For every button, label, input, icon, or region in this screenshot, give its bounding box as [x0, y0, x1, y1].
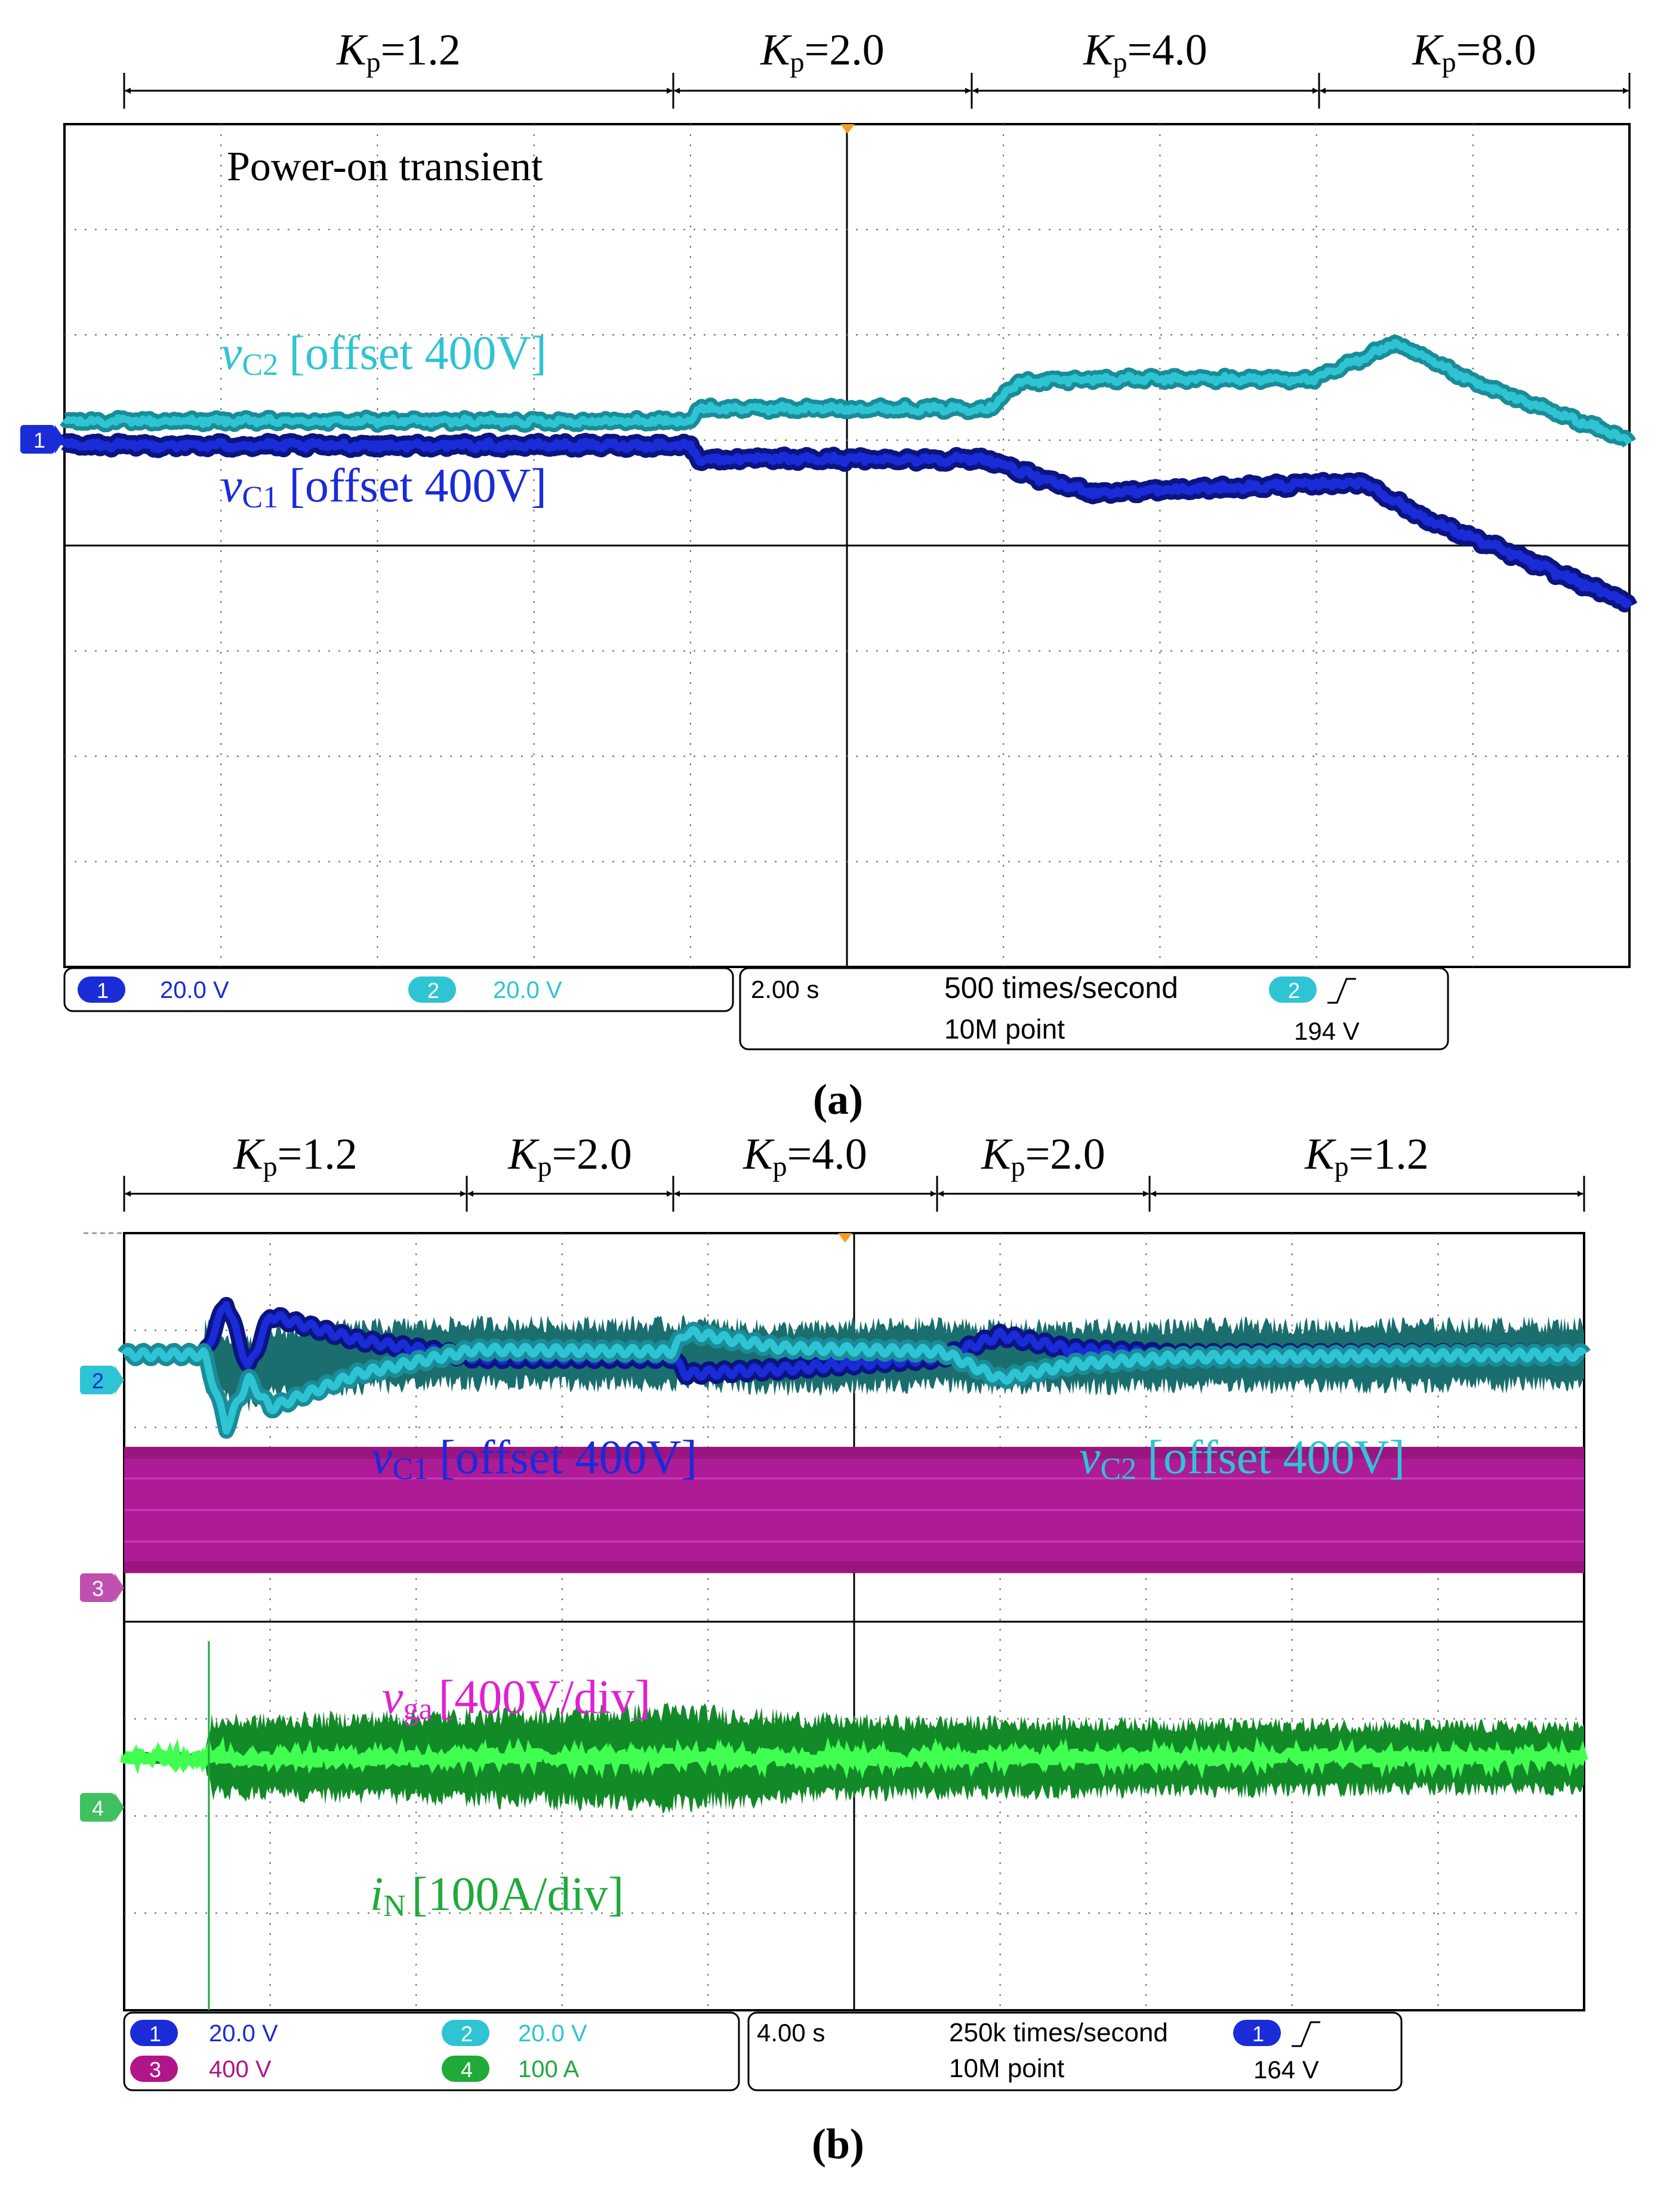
trigger-level-b: 164 V [1253, 2056, 1319, 2084]
svg-text:4: 4 [461, 2057, 473, 2082]
timebase-b: 4.00 s [757, 2019, 825, 2047]
trace-vc2-b [121, 1326, 1587, 1435]
ch2-badge-a: 2 [408, 976, 456, 1003]
kp-label: Kp=1.2 [233, 1130, 358, 1182]
svg-text:1: 1 [1252, 2022, 1264, 2046]
svg-text:3: 3 [92, 1576, 104, 1601]
record-length-b: 10M point [949, 2054, 1064, 2083]
kp-label: Kp=1.2 [336, 26, 461, 78]
svg-text:4: 4 [92, 1796, 104, 1820]
kp-label: Kp=2.0 [507, 1130, 632, 1182]
channel-3-marker-b: 3 [80, 1573, 124, 1602]
channel-4-marker-b: 4 [80, 1793, 124, 1822]
kp-label: Kp=8.0 [1412, 26, 1536, 78]
ch3-scale-b: 400 V [209, 2056, 272, 2082]
ch2-scale-a: 20.0 V [493, 977, 562, 1003]
record-length-a: 10M point [944, 1013, 1065, 1045]
grid-a [64, 124, 1629, 967]
trace-vc2-a [62, 338, 1632, 445]
trigger-position-marker-a [840, 124, 855, 134]
svg-text:2: 2 [1288, 978, 1300, 1003]
kp-label: Kp=4.0 [1083, 26, 1207, 78]
svg-text:1: 1 [149, 2022, 161, 2046]
ch4-badge-b: 4 [442, 2056, 489, 2082]
channel-scale-box-b [123, 2011, 740, 2091]
svg-text:1: 1 [97, 978, 109, 1003]
ch2-badge-b: 2 [442, 2020, 489, 2046]
channel-1-marker-a: 1 [20, 425, 64, 454]
kp-label: Kp=2.0 [760, 26, 885, 78]
trace-label-vc2-a: vC2 [offset 400V] [221, 327, 547, 382]
ch3-badge-b: 3 [130, 2056, 178, 2082]
ch2-scale-b: 20.0 V [518, 2020, 587, 2047]
svg-text:2: 2 [427, 978, 439, 1003]
svg-text:1: 1 [33, 428, 45, 452]
ch4-scale-b: 100 A [518, 2056, 580, 2082]
trace-label-vc1-b: vC1 [offset 400V] [371, 1431, 697, 1486]
channel-2-marker-b: 2 [80, 1366, 124, 1394]
svg-text:3: 3 [149, 2057, 161, 2082]
trigger-channel-badge-b: 1 [1233, 2020, 1281, 2046]
panel-b: Kp=1.2 Kp=2.0 Kp=4.0 Kp=2.0 Kp=1.2 vC1 [offse… [80, 1130, 1591, 2168]
power-on-annotation: Power-on transient [227, 144, 543, 190]
kp-label: Kp=2.0 [981, 1130, 1105, 1182]
trigger-level-a: 194 V [1294, 1017, 1360, 1045]
kp-region-bar-b: Kp=1.2 Kp=2.0 Kp=4.0 Kp=2.0 Kp=1.2 [123, 1130, 1585, 1212]
traces-b [118, 1296, 1591, 2010]
trigger-channel-badge-a: 2 [1269, 976, 1317, 1003]
sample-rate-b: 250k times/second [949, 2018, 1168, 2047]
trigger-position-marker-b [838, 1233, 852, 1243]
kp-label: Kp=4.0 [743, 1130, 867, 1182]
trace-label-vc1-a: vC1 [offset 400V] [221, 460, 547, 515]
ch1-scale-a: 20.0 V [160, 977, 229, 1003]
trace-label-in-b: iN [100A/div] [370, 1868, 624, 1923]
trace-label-vc2-b: vC2 [offset 400V] [1079, 1431, 1405, 1486]
traces-a [56, 334, 1638, 613]
caption-a: (a) [813, 1076, 863, 1123]
trace-vc1-a [60, 438, 1633, 609]
panel-a: Kp=1.2 Kp=2.0 Kp=4.0 Kp=8.0 Power-on transi… [20, 26, 1638, 1123]
trace-label-vga-b: vga [400V/div] [382, 1671, 651, 1726]
kp-label: Kp=1.2 [1304, 1130, 1429, 1182]
timebase-a: 2.00 s [751, 975, 819, 1003]
rising-edge-icon-b [1292, 2021, 1320, 2047]
caption-b: (b) [812, 2120, 864, 2168]
ch1-badge-a: 1 [78, 976, 125, 1003]
kp-region-bar-a: Kp=1.2 Kp=2.0 Kp=4.0 Kp=8.0 [123, 26, 1631, 109]
ch1-scale-b: 20.0 V [209, 2020, 278, 2047]
sample-rate-a: 500 times/second [944, 971, 1178, 1005]
channel-scale-box-a [63, 967, 734, 1012]
ch1-badge-b: 1 [130, 2020, 178, 2046]
svg-text:2: 2 [461, 2022, 473, 2046]
trace-in-b [120, 1736, 1588, 1780]
rising-edge-icon-a [1327, 978, 1356, 1004]
svg-text:2: 2 [92, 1369, 104, 1393]
